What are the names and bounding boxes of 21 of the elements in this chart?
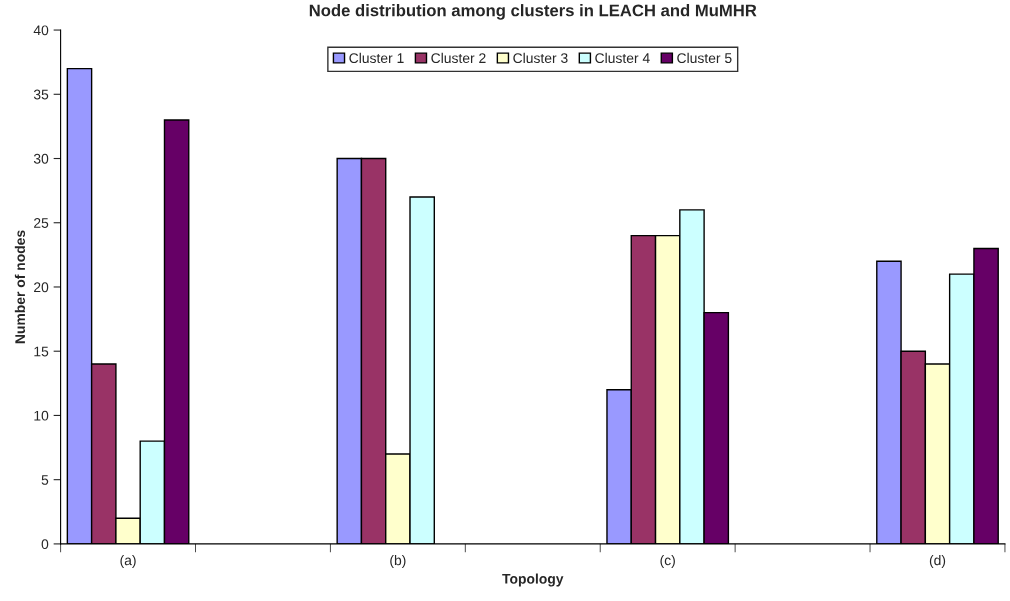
x-tick-label: (a) [120, 555, 136, 568]
y-tick-label: 5 [41, 475, 49, 485]
legend-label: Cluster 3 [513, 52, 568, 64]
x-tick-label: (c) [660, 555, 675, 568]
x-tick-label: (d) [929, 555, 946, 568]
y-tick-label: 30 [33, 153, 49, 164]
x-axis-title: Topology [502, 573, 564, 587]
legend-label: Cluster 4 [595, 52, 650, 64]
y-axis-title: Number of nodes [14, 230, 26, 344]
y-tick-label: 0 [41, 539, 49, 550]
legend-label: Cluster 5 [677, 52, 732, 64]
y-tick-label: 10 [34, 410, 49, 421]
legend-label: Cluster 1 [349, 52, 404, 64]
x-tick-label: (b) [390, 555, 406, 568]
chart-title: Node distribution among clusters in LEACH and MuMHR [309, 4, 757, 20]
y-tick-label: 15 [34, 346, 49, 357]
y-tick-label: 20 [34, 282, 49, 293]
legend-label: Cluster 2 [431, 52, 486, 64]
y-tick-label: 25 [34, 218, 49, 228]
y-tick-label: 40 [33, 25, 49, 36]
y-tick-label: 35 [33, 89, 49, 100]
